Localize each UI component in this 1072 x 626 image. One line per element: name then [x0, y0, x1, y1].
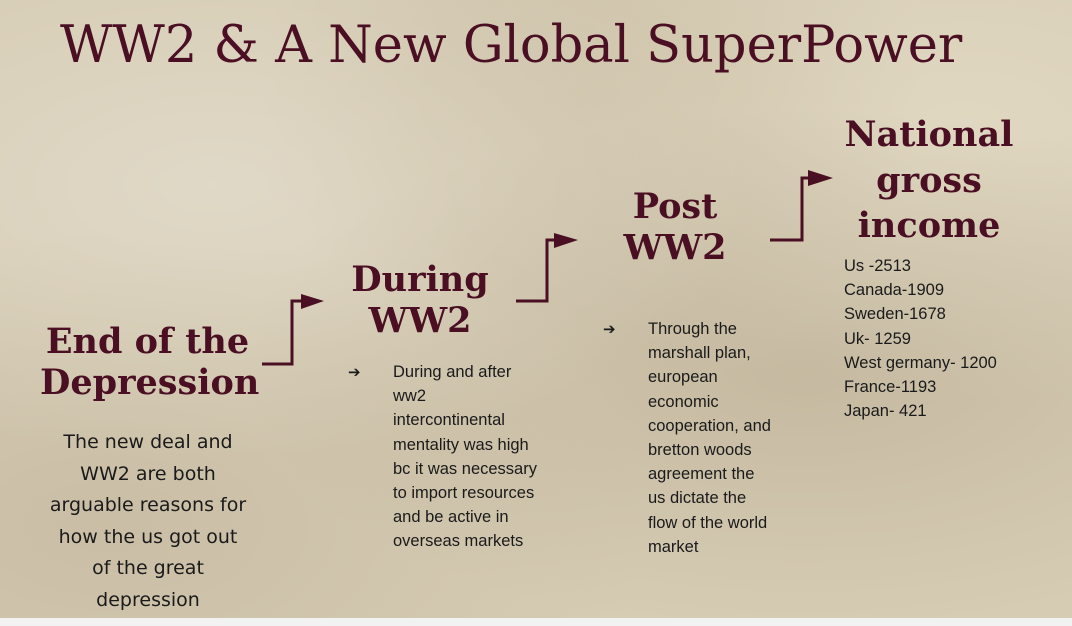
- bottom-strip: [0, 618, 1072, 626]
- heading-line: WW2: [623, 226, 727, 268]
- heading-line: gross: [876, 159, 982, 201]
- bullet-text: Through the marshall plan, european econ…: [648, 320, 771, 556]
- income-item: Sweden-1678: [844, 305, 946, 324]
- heading-line: End of the: [45, 321, 250, 362]
- right-arrow-icon: ➔: [603, 320, 616, 338]
- heading-line: income: [857, 205, 1001, 246]
- step-arrowhead-3: [808, 170, 833, 186]
- income-item: Us -2513: [844, 257, 911, 275]
- step-arrow-2: [516, 238, 558, 303]
- income-item: Canada-1909: [844, 281, 944, 300]
- heading-line: Post: [632, 186, 718, 227]
- heading-line: National: [844, 114, 1014, 155]
- heading-national-gross-income: National gross income: [838, 112, 1020, 249]
- step-arrowhead-1: [301, 294, 324, 309]
- right-arrow-icon: ➔: [348, 363, 361, 381]
- income-item: Japan- 421: [844, 402, 927, 421]
- bullet-text: During and after ww2 intercontinental me…: [393, 363, 537, 551]
- depression-description: The new deal and WW2 are both arguable r…: [49, 431, 247, 611]
- step-arrow-1: [262, 299, 305, 366]
- income-list: Us -2513 Canada-1909 Sweden-1678 Uk- 125…: [844, 254, 997, 423]
- heading-line: Depression: [40, 361, 260, 403]
- heading-post-ww2: Post WW2: [605, 186, 745, 268]
- post-ww2-bullet: ➔ Through the marshall plan, european ec…: [603, 317, 778, 587]
- income-item: West germany- 1200: [844, 353, 997, 372]
- slide-title: WW2 & A New Global SuperPower: [60, 16, 963, 75]
- heading-during-ww2: During WW2: [340, 259, 500, 341]
- heading-end-of-depression: End of the Depression: [40, 321, 260, 403]
- heading-line: WW2: [368, 299, 472, 341]
- income-item: France-1193: [844, 378, 937, 397]
- heading-line: During: [351, 259, 489, 300]
- step-arrow-3: [770, 176, 812, 242]
- income-item: Uk- 1259: [844, 329, 911, 348]
- during-ww2-bullet: ➔ During and after ww2 intercontinental …: [348, 360, 548, 590]
- step-arrowhead-2: [554, 233, 578, 248]
